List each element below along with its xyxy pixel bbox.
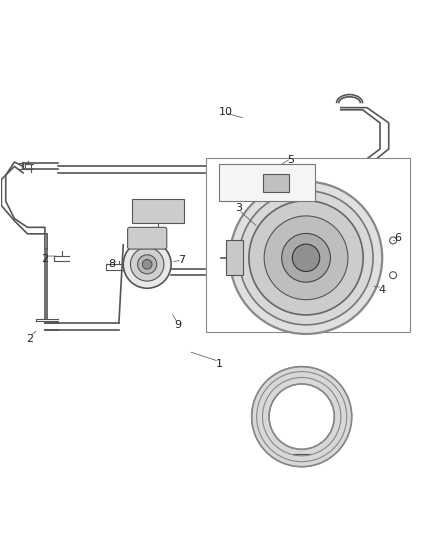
Circle shape: [226, 172, 247, 194]
Text: 6: 6: [394, 233, 401, 243]
Bar: [132, 199, 184, 223]
Bar: [226, 240, 243, 275]
Text: 7: 7: [178, 255, 186, 265]
Circle shape: [138, 255, 157, 274]
Circle shape: [230, 182, 382, 334]
Circle shape: [141, 232, 154, 245]
Text: 4: 4: [378, 286, 386, 295]
Text: 2: 2: [41, 254, 49, 264]
Circle shape: [131, 247, 164, 281]
Circle shape: [231, 177, 242, 188]
Text: 9: 9: [174, 320, 181, 330]
Text: 2: 2: [26, 334, 33, 344]
Bar: [219, 164, 315, 201]
Bar: [206, 158, 410, 332]
Circle shape: [271, 179, 280, 187]
Circle shape: [142, 260, 152, 269]
Wedge shape: [252, 367, 352, 467]
Text: 1: 1: [215, 359, 223, 369]
Text: 3: 3: [235, 203, 242, 213]
Circle shape: [264, 216, 348, 300]
Text: 10: 10: [219, 107, 233, 117]
Circle shape: [292, 244, 320, 271]
FancyBboxPatch shape: [127, 228, 167, 249]
Circle shape: [239, 191, 373, 325]
Circle shape: [123, 240, 171, 288]
Bar: [262, 174, 289, 192]
Text: 5: 5: [287, 155, 294, 165]
Circle shape: [282, 233, 330, 282]
Text: 8: 8: [108, 260, 115, 269]
Circle shape: [249, 200, 363, 315]
